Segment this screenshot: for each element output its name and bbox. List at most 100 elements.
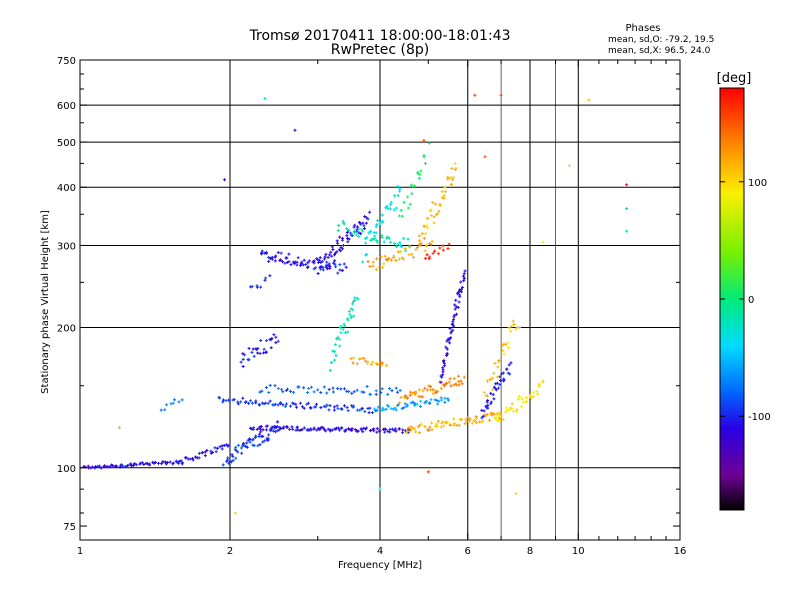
data-point [342, 262, 346, 266]
data-point [362, 356, 366, 360]
data-point [357, 231, 361, 235]
data-point [241, 441, 245, 445]
data-point [406, 206, 410, 210]
data-point [338, 326, 342, 330]
data-point [439, 396, 443, 400]
data-point [449, 182, 453, 186]
data-point [347, 228, 351, 232]
data-point [587, 98, 591, 102]
data-point [333, 358, 337, 362]
data-point [163, 408, 167, 412]
data-point [625, 183, 629, 187]
data-point [429, 208, 433, 212]
data-point [406, 195, 410, 199]
data-point [366, 259, 370, 263]
data-point [226, 458, 230, 462]
data-point [454, 305, 458, 309]
data-point [234, 456, 238, 460]
data-point [504, 406, 508, 410]
data-point [402, 200, 406, 204]
data-point [382, 262, 386, 266]
data-point [142, 462, 146, 466]
data-point [274, 341, 278, 345]
data-point [466, 415, 470, 419]
data-point [352, 314, 356, 318]
data-point [363, 409, 367, 413]
data-point [493, 416, 497, 420]
data-point [288, 389, 292, 393]
data-point [351, 308, 355, 312]
data-point [516, 397, 520, 401]
data-point [500, 344, 504, 348]
data-point [268, 399, 272, 403]
data-point [298, 428, 302, 432]
data-point [448, 423, 452, 427]
data-point [315, 402, 319, 406]
data-point [197, 451, 201, 455]
data-point [381, 406, 385, 410]
data-point [372, 429, 376, 433]
data-point [531, 394, 535, 398]
data-point [251, 401, 255, 405]
data-point [443, 400, 447, 404]
data-point [490, 376, 494, 380]
data-point [89, 466, 93, 470]
data-point [295, 425, 299, 429]
data-point [398, 250, 402, 254]
data-point [452, 417, 456, 421]
data-point [363, 227, 367, 231]
data-point [388, 430, 392, 434]
data-point [449, 384, 453, 388]
data-point [501, 417, 505, 421]
data-point [507, 346, 511, 350]
data-point [443, 396, 447, 400]
data-point [299, 263, 303, 267]
data-point [340, 407, 344, 411]
data-point [368, 210, 372, 214]
data-point [338, 337, 342, 341]
data-point [188, 457, 192, 461]
data-point [439, 386, 443, 390]
data-point [392, 241, 396, 245]
data-point [359, 356, 363, 360]
data-point [324, 405, 328, 409]
data-point [248, 437, 252, 441]
data-point [504, 342, 508, 346]
data-point [234, 445, 238, 449]
data-point [385, 204, 389, 208]
data-point [501, 371, 505, 375]
data-point [304, 262, 308, 266]
data-point [438, 203, 442, 207]
data-point [292, 262, 296, 266]
data-point [352, 404, 356, 408]
data-point [336, 336, 340, 340]
data-point [507, 326, 511, 330]
data-point [243, 401, 247, 405]
data-point [428, 255, 432, 259]
data-point [483, 155, 487, 159]
data-point [509, 406, 513, 410]
data-point [330, 428, 334, 432]
data-point [295, 405, 299, 409]
data-point [425, 224, 429, 228]
data-point [356, 362, 360, 366]
data-point [180, 398, 184, 402]
y-tick-label: 75 [63, 522, 76, 533]
data-point [418, 239, 422, 243]
data-point [366, 217, 370, 221]
data-point [404, 431, 408, 435]
data-point [400, 431, 404, 435]
x-tick-label: 8 [527, 546, 533, 557]
data-point [454, 166, 458, 170]
data-point [236, 443, 240, 447]
data-point [456, 305, 460, 309]
data-point [383, 254, 387, 258]
data-point [450, 166, 454, 170]
data-point [289, 263, 293, 267]
data-point [339, 249, 343, 253]
data-point [426, 216, 430, 220]
data-point [364, 241, 368, 245]
data-point [334, 354, 338, 358]
data-point [270, 337, 274, 341]
data-point [367, 411, 371, 415]
